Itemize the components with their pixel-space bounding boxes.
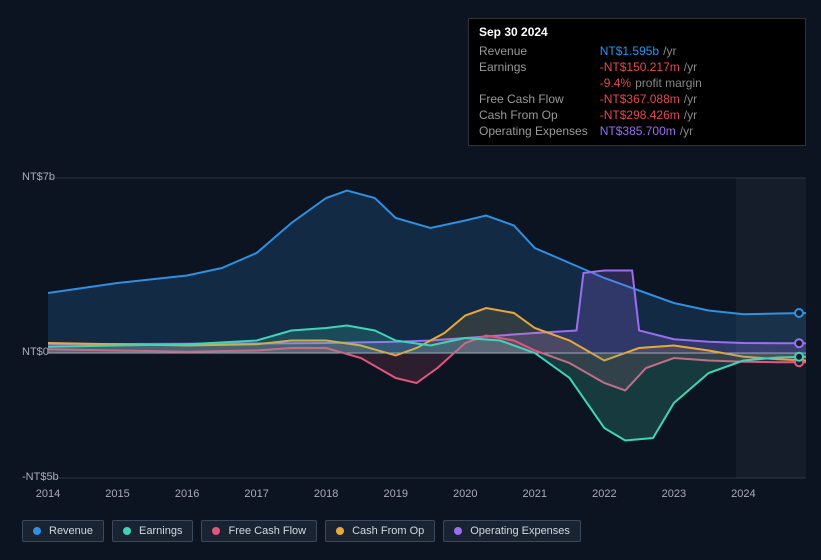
- tooltip-row-value: -NT$150.217m/yr: [600, 59, 702, 75]
- legend-dot-icon: [33, 527, 41, 535]
- x-axis-label: 2023: [662, 488, 686, 500]
- legend-label: Cash From Op: [352, 525, 424, 537]
- tooltip-value-text: NT$1.595b: [600, 44, 659, 58]
- tooltip-unit-text: /yr: [684, 60, 697, 74]
- x-axis-label: 2024: [731, 488, 755, 500]
- legend-dot-icon: [336, 527, 344, 535]
- tooltip-value-text: -9.4%: [600, 76, 631, 90]
- legend-item-free-cash-flow[interactable]: Free Cash Flow: [201, 520, 317, 542]
- tooltip-row-value: -9.4% profit margin: [600, 75, 702, 91]
- x-axis-label: 2016: [175, 488, 199, 500]
- tooltip-value-text: -NT$298.426m: [600, 108, 680, 122]
- tooltip-unit-text: /yr: [684, 108, 697, 122]
- tooltip-unit-text: profit margin: [635, 76, 702, 90]
- tooltip-row-value: -NT$367.088m/yr: [600, 91, 702, 107]
- tooltip-row-label: Earnings: [479, 59, 600, 75]
- tooltip-row-label: [479, 75, 600, 91]
- hover-tooltip: Sep 30 2024RevenueNT$1.595b/yrEarnings-N…: [468, 18, 806, 146]
- legend-item-operating-expenses[interactable]: Operating Expenses: [443, 520, 581, 542]
- end-marker-revenue: [795, 309, 803, 317]
- tooltip-value-text: NT$385.700m: [600, 124, 676, 138]
- tooltip-row-value: NT$1.595b/yr: [600, 43, 702, 59]
- tooltip-unit-text: /yr: [680, 124, 693, 138]
- tooltip-row-value: NT$385.700m/yr: [600, 123, 702, 139]
- legend-item-cash-from-op[interactable]: Cash From Op: [325, 520, 435, 542]
- series-area-revenue: [48, 191, 806, 354]
- y-axis-label: NT$7b: [22, 171, 55, 183]
- legend-item-earnings[interactable]: Earnings: [112, 520, 193, 542]
- x-axis-label: 2021: [523, 488, 547, 500]
- x-axis-label: 2018: [314, 488, 338, 500]
- x-axis-label: 2022: [592, 488, 616, 500]
- tooltip-row-label: Operating Expenses: [479, 123, 600, 139]
- end-marker-earnings: [795, 353, 803, 361]
- legend-label: Operating Expenses: [470, 525, 570, 537]
- legend-item-revenue[interactable]: Revenue: [22, 520, 104, 542]
- y-axis-label: -NT$5b: [22, 471, 59, 483]
- tooltip-row-label: Free Cash Flow: [479, 91, 600, 107]
- x-axis-label: 2020: [453, 488, 477, 500]
- x-axis-label: 2019: [383, 488, 407, 500]
- tooltip-unit-text: /yr: [663, 44, 676, 58]
- tooltip-date: Sep 30 2024: [479, 25, 795, 39]
- tooltip-row-value: -NT$298.426m/yr: [600, 107, 702, 123]
- legend-label: Free Cash Flow: [228, 525, 306, 537]
- tooltip-row-label: Cash From Op: [479, 107, 600, 123]
- tooltip-row-label: Revenue: [479, 43, 600, 59]
- legend-dot-icon: [454, 527, 462, 535]
- tooltip-value-text: -NT$150.217m: [600, 60, 680, 74]
- x-axis-label: 2014: [36, 488, 60, 500]
- legend-dot-icon: [123, 527, 131, 535]
- legend-label: Earnings: [139, 525, 182, 537]
- chart-legend: Revenue Earnings Free Cash Flow Cash From O…: [22, 520, 581, 542]
- x-axis-label: 2015: [105, 488, 129, 500]
- legend-dot-icon: [212, 527, 220, 535]
- end-marker-operating-expenses: [795, 339, 803, 347]
- legend-label: Revenue: [49, 525, 93, 537]
- tooltip-unit-text: /yr: [684, 92, 697, 106]
- x-axis-label: 2017: [244, 488, 268, 500]
- y-axis-label: NT$0: [22, 346, 49, 358]
- tooltip-value-text: -NT$367.088m: [600, 92, 680, 106]
